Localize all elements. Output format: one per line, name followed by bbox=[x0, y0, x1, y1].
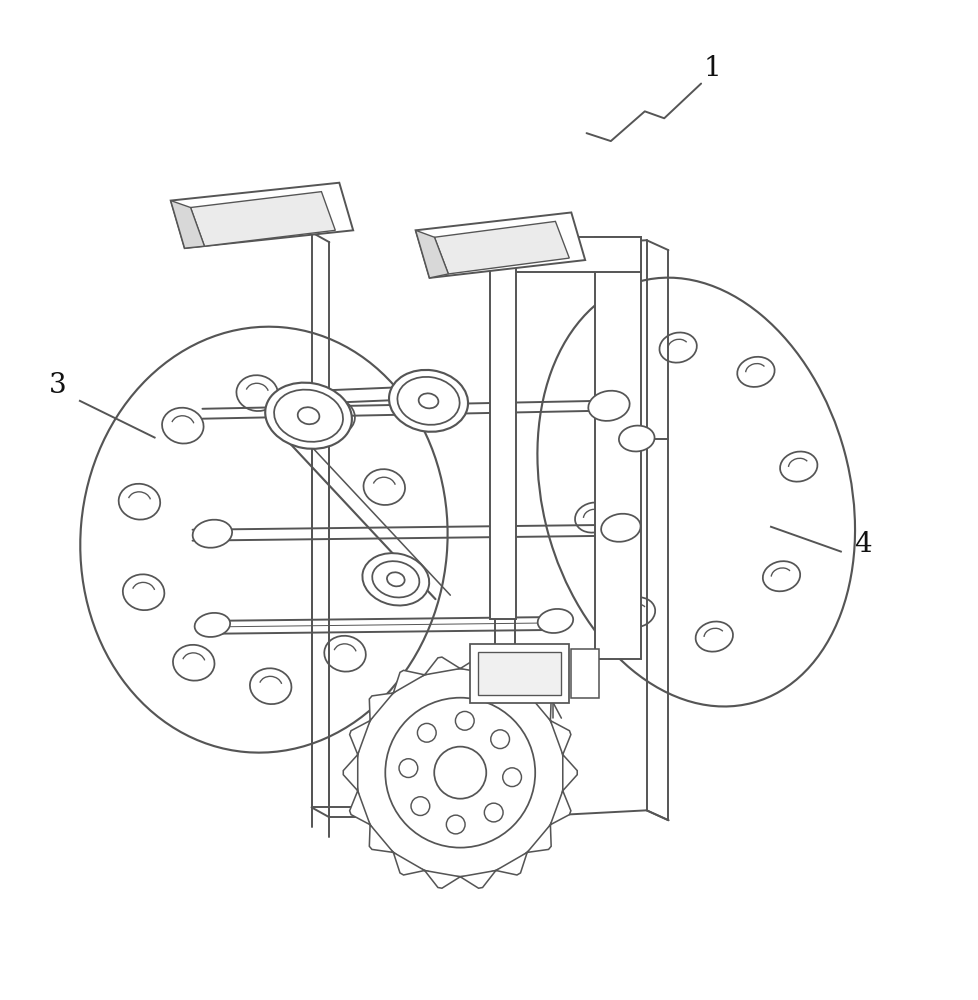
Polygon shape bbox=[343, 755, 357, 791]
Circle shape bbox=[411, 797, 429, 815]
Ellipse shape bbox=[537, 609, 572, 633]
Polygon shape bbox=[424, 657, 460, 675]
Circle shape bbox=[399, 759, 418, 777]
Ellipse shape bbox=[274, 390, 342, 442]
Polygon shape bbox=[434, 221, 569, 274]
Polygon shape bbox=[595, 237, 640, 659]
Ellipse shape bbox=[388, 370, 467, 432]
Polygon shape bbox=[460, 657, 495, 675]
Polygon shape bbox=[170, 183, 353, 248]
Polygon shape bbox=[393, 852, 424, 875]
Polygon shape bbox=[170, 201, 204, 248]
Text: 1: 1 bbox=[703, 55, 721, 82]
Ellipse shape bbox=[173, 645, 214, 681]
Polygon shape bbox=[526, 693, 551, 721]
Polygon shape bbox=[393, 670, 424, 693]
Ellipse shape bbox=[313, 399, 355, 435]
Polygon shape bbox=[369, 693, 393, 721]
Polygon shape bbox=[495, 852, 526, 875]
Ellipse shape bbox=[419, 393, 438, 408]
Ellipse shape bbox=[324, 636, 366, 672]
Ellipse shape bbox=[249, 668, 291, 704]
Ellipse shape bbox=[297, 407, 319, 424]
Ellipse shape bbox=[695, 622, 733, 652]
Ellipse shape bbox=[762, 561, 799, 591]
Text: 3: 3 bbox=[49, 372, 67, 399]
Polygon shape bbox=[469, 644, 569, 703]
Polygon shape bbox=[562, 755, 577, 791]
Ellipse shape bbox=[397, 377, 459, 425]
Polygon shape bbox=[416, 230, 448, 278]
Ellipse shape bbox=[193, 520, 232, 548]
Ellipse shape bbox=[368, 560, 409, 596]
Ellipse shape bbox=[592, 393, 629, 423]
Polygon shape bbox=[526, 825, 551, 852]
Polygon shape bbox=[571, 649, 599, 698]
Polygon shape bbox=[495, 670, 526, 693]
Polygon shape bbox=[416, 212, 585, 278]
Circle shape bbox=[417, 723, 436, 742]
Ellipse shape bbox=[618, 426, 654, 451]
Text: 4: 4 bbox=[854, 531, 871, 558]
Circle shape bbox=[356, 669, 563, 877]
Ellipse shape bbox=[659, 332, 696, 363]
Circle shape bbox=[484, 803, 503, 822]
Circle shape bbox=[503, 768, 521, 787]
Ellipse shape bbox=[118, 484, 160, 520]
Ellipse shape bbox=[195, 613, 230, 637]
Ellipse shape bbox=[617, 597, 654, 627]
Polygon shape bbox=[424, 870, 460, 888]
Polygon shape bbox=[191, 192, 335, 246]
Polygon shape bbox=[550, 721, 570, 755]
Circle shape bbox=[434, 747, 486, 799]
Ellipse shape bbox=[600, 514, 640, 542]
Ellipse shape bbox=[80, 327, 447, 753]
Circle shape bbox=[455, 711, 473, 730]
Ellipse shape bbox=[588, 391, 629, 421]
Circle shape bbox=[490, 730, 509, 749]
Polygon shape bbox=[460, 870, 495, 888]
Ellipse shape bbox=[122, 574, 164, 610]
Ellipse shape bbox=[363, 469, 405, 505]
Polygon shape bbox=[550, 791, 570, 825]
Ellipse shape bbox=[736, 357, 774, 387]
Polygon shape bbox=[349, 721, 370, 755]
Ellipse shape bbox=[779, 452, 817, 482]
Ellipse shape bbox=[162, 408, 203, 444]
Ellipse shape bbox=[574, 502, 612, 533]
Polygon shape bbox=[477, 652, 560, 695]
Ellipse shape bbox=[386, 572, 404, 586]
Polygon shape bbox=[369, 825, 393, 852]
Ellipse shape bbox=[537, 278, 854, 706]
Polygon shape bbox=[349, 791, 370, 825]
Ellipse shape bbox=[362, 553, 428, 605]
Ellipse shape bbox=[236, 375, 278, 411]
Circle shape bbox=[385, 698, 535, 848]
Polygon shape bbox=[490, 237, 515, 619]
Polygon shape bbox=[490, 237, 640, 272]
Ellipse shape bbox=[265, 383, 351, 449]
Ellipse shape bbox=[372, 561, 419, 597]
Circle shape bbox=[446, 815, 465, 834]
